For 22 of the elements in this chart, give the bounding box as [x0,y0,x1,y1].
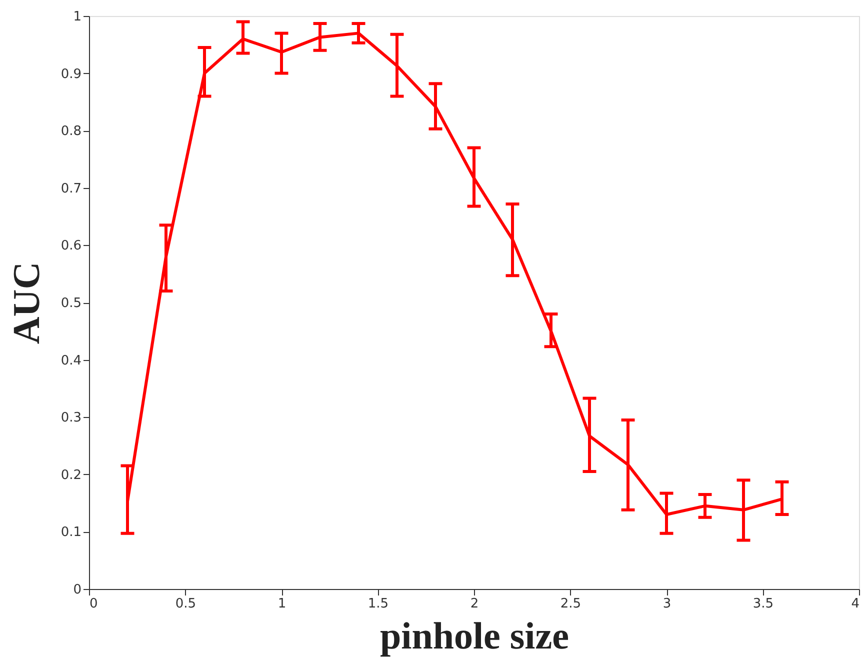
y-tick-label: 1 [73,10,82,24]
y-tick-label: 0.1 [60,525,82,540]
y-tick-label: 0.9 [60,66,82,82]
x-tick-label: 0.5 [175,596,196,612]
x-tick-label: 3.5 [752,596,774,612]
x-axis-title: pinhole size [380,616,569,658]
y-tick-label: 0.4 [60,353,82,368]
y-tick-label: 0.2 [60,468,82,483]
y-tick-label: 0.5 [60,296,82,311]
y-axis-title: AUC [6,262,48,344]
x-tick-label: 3 [662,596,672,612]
x-tick-label: 2.5 [560,596,582,612]
y-tick-label: 0.3 [60,410,82,426]
x-tick-label: 1 [278,596,286,612]
y-tick-label: 0.7 [60,181,82,196]
y-tick-label: 0 [73,582,82,598]
x-tick-label: 0 [90,596,98,612]
y-tick-label: 0.8 [60,124,82,140]
x-tick-label: 1.5 [368,596,389,612]
y-tick-label: 0.6 [60,238,82,254]
x-tick-label: 2 [470,596,479,612]
x-tick-label: 4 [851,596,860,612]
